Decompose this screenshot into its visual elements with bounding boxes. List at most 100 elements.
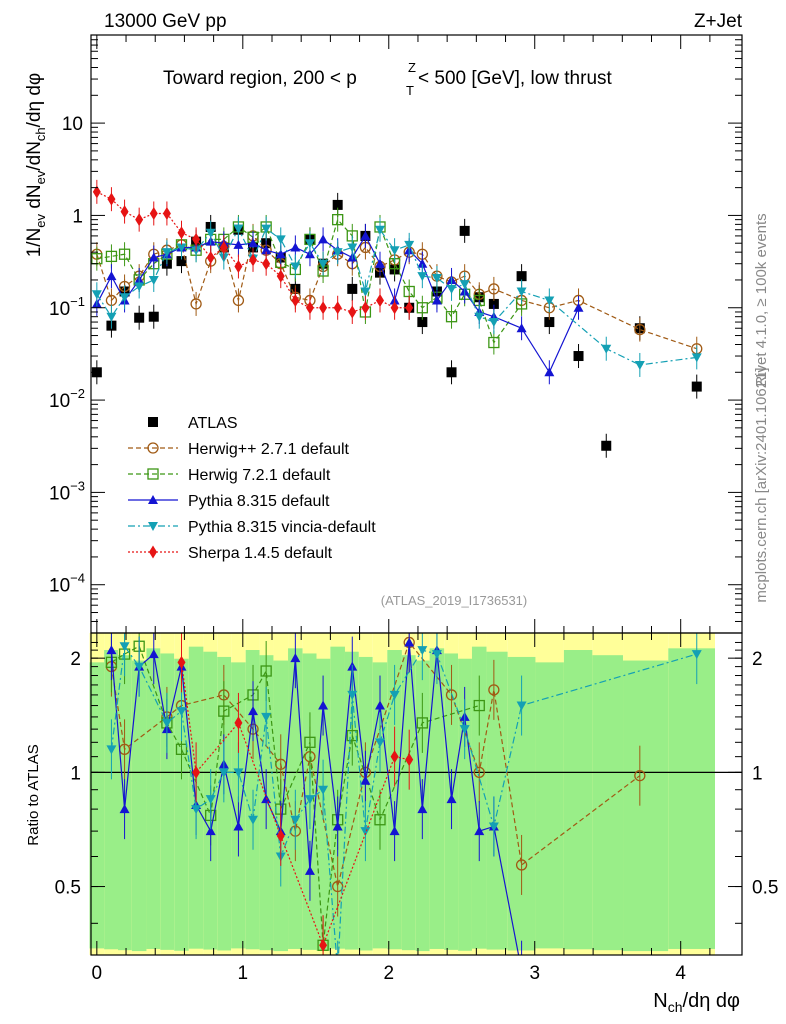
legend-entry: Pythia 8.315 default xyxy=(128,493,330,510)
mcplots-label: mcplots.cern.ch [arXiv:2401.10621] xyxy=(753,367,770,602)
data-point xyxy=(332,248,343,258)
main-y-tick-label: 10 xyxy=(62,114,83,135)
main-y-axis-label: 1/Nev dNev/dNch/dη dφ xyxy=(24,73,48,258)
data-point xyxy=(290,242,301,252)
data-point xyxy=(161,248,172,258)
ratio-band-green xyxy=(146,648,161,949)
ratio-point xyxy=(218,768,229,778)
data-point xyxy=(544,367,555,377)
data-point xyxy=(318,259,329,269)
data-point xyxy=(106,312,117,322)
data-point xyxy=(601,344,612,354)
ratio-point xyxy=(304,795,315,805)
ratio-point xyxy=(332,880,344,893)
data-point xyxy=(347,243,358,253)
data-point xyxy=(544,317,555,328)
data-point xyxy=(107,192,116,206)
data-point xyxy=(488,318,499,328)
ratio-point xyxy=(205,795,216,805)
legend-entry: Pythia 8.315 vincia-default xyxy=(128,519,376,536)
ratio-point xyxy=(290,653,301,663)
ratio-point xyxy=(360,827,371,837)
data-point xyxy=(332,213,344,226)
data-point xyxy=(459,280,470,290)
data-point xyxy=(390,301,399,315)
data-point xyxy=(233,239,244,249)
data-point xyxy=(573,302,584,312)
data-point xyxy=(305,301,314,315)
data-point xyxy=(190,298,202,310)
data-point xyxy=(488,283,500,295)
ratio-band-green xyxy=(458,658,472,951)
ratio-band-green xyxy=(131,660,147,952)
ratio-point xyxy=(389,826,400,836)
data-point xyxy=(488,336,500,349)
legend-marker xyxy=(148,417,158,427)
data-point xyxy=(206,251,215,265)
data-point xyxy=(162,206,171,220)
data-point xyxy=(249,253,258,267)
data-point xyxy=(234,259,243,273)
data-point xyxy=(148,311,159,322)
x-tick-label: 4 xyxy=(675,963,686,984)
ratio-point xyxy=(416,717,428,729)
ratio-point xyxy=(515,859,528,871)
ratio-point xyxy=(260,665,272,677)
ratio-point xyxy=(375,700,386,710)
ratio-point xyxy=(474,826,485,836)
ratio-point xyxy=(177,655,186,669)
legend-entry: Herwig++ 2.7.1 default xyxy=(128,441,350,458)
data-point xyxy=(516,287,527,297)
legend-marker xyxy=(148,522,158,531)
ratio-point xyxy=(691,650,702,660)
ratio-point xyxy=(347,690,358,700)
ratio-point xyxy=(634,770,646,782)
data-point xyxy=(248,238,259,248)
data-point xyxy=(261,224,272,234)
legend-label: Herwig++ 2.7.1 default xyxy=(188,441,350,458)
ratio-point xyxy=(389,690,400,700)
ratio-point xyxy=(248,706,259,716)
main-y-tick-label: 10−3 xyxy=(49,478,85,504)
ratio-y-tick-label-right: 1 xyxy=(752,763,763,784)
ratio-point xyxy=(261,712,272,722)
series-pythia-8-315-vincia-default xyxy=(91,216,702,377)
data-point xyxy=(291,293,300,307)
data-point xyxy=(304,239,315,249)
x-tick-label: 1 xyxy=(238,963,249,984)
data-point xyxy=(459,225,470,236)
data-point xyxy=(691,381,702,392)
ratio-point xyxy=(161,718,172,728)
data-point xyxy=(634,360,645,370)
ratio-point xyxy=(175,743,188,755)
ratio-band-green xyxy=(387,650,402,950)
ratio-y-tick-label-right: 0.5 xyxy=(752,878,778,899)
series-sherpa-1-4-5-default xyxy=(92,179,414,324)
data-point xyxy=(176,243,187,253)
data-point xyxy=(205,228,216,238)
ratio-point xyxy=(248,815,259,825)
data-point xyxy=(332,199,343,210)
ratio-point xyxy=(148,649,159,659)
ratio-series-sherpa-1-4-5-default xyxy=(177,633,414,955)
svg-text:Nch/dη dφ: Nch/dη dφ xyxy=(653,990,740,1015)
ratio-point xyxy=(276,829,285,843)
ratio-point xyxy=(405,753,414,767)
data-point xyxy=(148,252,159,262)
data-point xyxy=(149,206,158,220)
x-axis-label: Nch/dη dφ xyxy=(653,990,740,1015)
legend-label: Pythia 8.315 vincia-default xyxy=(188,519,376,536)
ratio-band-green xyxy=(401,655,416,951)
ratio-point xyxy=(445,689,458,701)
data-point xyxy=(601,440,612,451)
beam-label: 13000 GeV pp xyxy=(104,11,227,32)
ratio-point xyxy=(346,729,358,742)
data-point xyxy=(431,274,442,284)
ratio-band-green xyxy=(429,648,445,949)
ratio-point xyxy=(191,805,202,815)
data-point xyxy=(544,296,555,306)
series-line xyxy=(96,234,697,350)
data-point xyxy=(516,271,527,282)
legend-entry: Herwig 7.2.1 default xyxy=(128,467,331,484)
series-line xyxy=(96,234,580,374)
